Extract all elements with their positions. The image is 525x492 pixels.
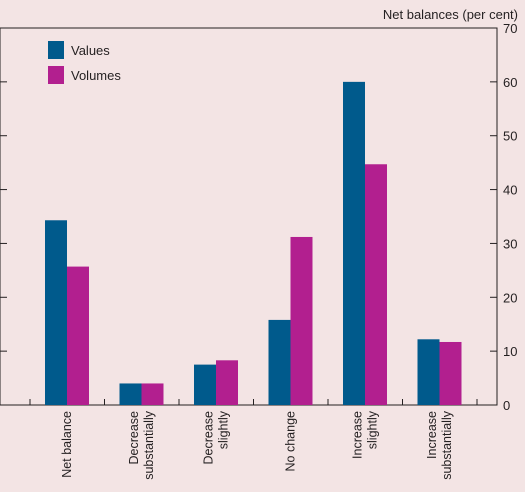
- x-category-label: No change: [284, 411, 298, 472]
- x-category-label: slightly: [366, 410, 380, 449]
- bar-volumes-1: [141, 383, 164, 405]
- legend-label-values: Values: [71, 43, 110, 58]
- y-tick-label: 30: [503, 236, 517, 251]
- x-axis: [29, 399, 478, 405]
- x-category-label: Decrease: [127, 411, 141, 465]
- bar-volumes-4: [365, 164, 387, 405]
- x-category-label: Increase: [425, 411, 439, 459]
- bar-values-2: [194, 364, 216, 405]
- x-category-label: substantially: [142, 410, 156, 480]
- bar-volumes-0: [67, 266, 89, 405]
- bar-volumes-3: [290, 236, 313, 405]
- y-tick-label: 60: [503, 75, 517, 90]
- x-category-label: Decrease: [202, 411, 216, 465]
- bar-values-0: [45, 220, 67, 405]
- x-category-label: Increase: [351, 411, 365, 459]
- bar-volumes-5: [439, 341, 462, 405]
- bar-values-3: [268, 319, 291, 405]
- y-axis: 0 10 20 30 40 50 60 70: [0, 21, 517, 413]
- bar-series: [45, 81, 462, 405]
- legend-swatch-volumes: [48, 66, 64, 84]
- y-tick-label: 50: [503, 129, 517, 144]
- legend: Values Volumes: [48, 41, 121, 84]
- y-tick-label: 70: [503, 21, 517, 36]
- x-category-label: substantially: [440, 410, 454, 480]
- y-tick-label: 0: [503, 398, 510, 413]
- category-labels: Net balance Decrease substantially Decrease…: [60, 410, 454, 480]
- y-tick-label: 40: [503, 183, 517, 198]
- legend-swatch-values: [48, 41, 64, 59]
- plot-area-frame: [0, 27, 498, 406]
- bar-values-5: [417, 339, 440, 405]
- bar-values-4: [343, 81, 365, 405]
- x-category-label: slightly: [217, 410, 231, 449]
- legend-label-volumes: Volumes: [71, 68, 121, 83]
- y-tick-label: 10: [503, 344, 517, 359]
- bar-volumes-2: [216, 360, 238, 405]
- bar-values-1: [119, 383, 142, 405]
- y-tick-label: 20: [503, 290, 517, 305]
- y-axis-unit-label: Net balances (per cent): [383, 7, 518, 22]
- x-category-label: Net balance: [60, 411, 74, 478]
